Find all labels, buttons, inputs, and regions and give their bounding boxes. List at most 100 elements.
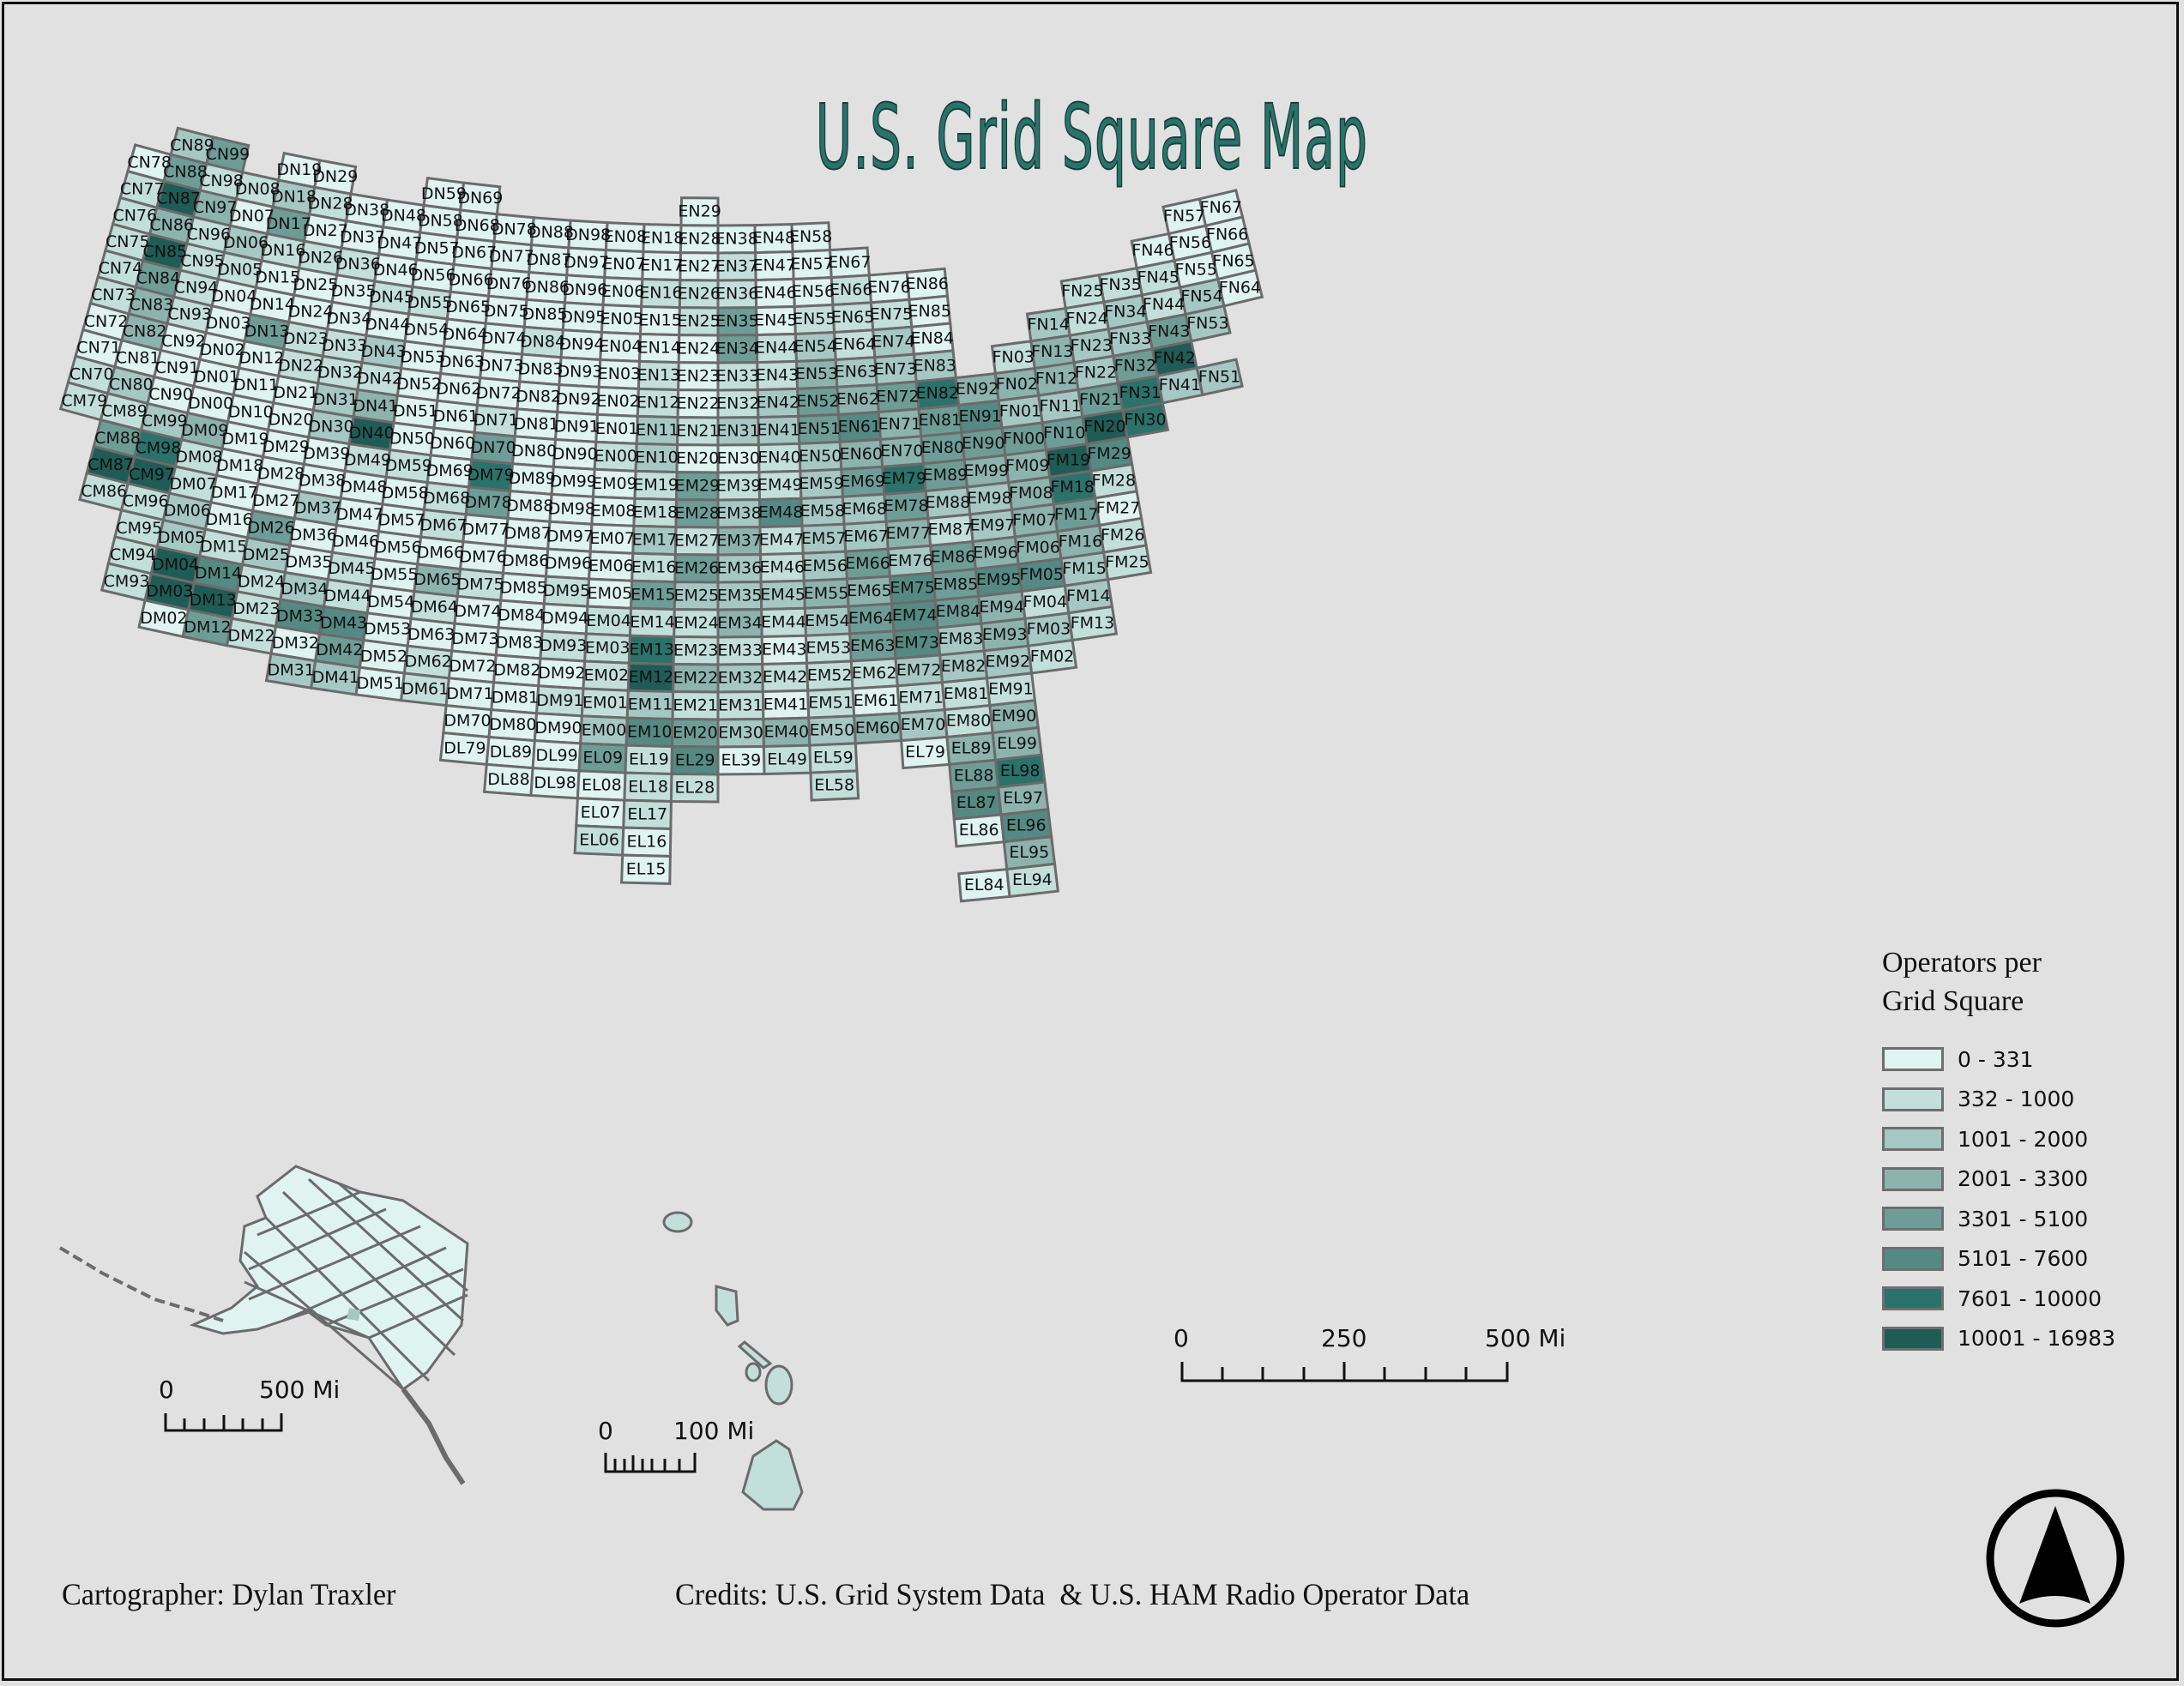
grid-square-label: DM44 [324,587,371,605]
grid-square-label: DM36 [290,526,337,545]
grid-square-label: FM03 [1027,620,1071,639]
grid-square-label: EM21 [673,695,718,714]
grid-square-label: DN42 [357,370,402,388]
grid-square-label: CN87 [156,190,201,208]
grid-square-label: FM29 [1087,444,1131,463]
grid-square-label: EM30 [718,723,763,742]
grid-square-label: EL28 [674,778,715,797]
grid-square-label: DM27 [252,491,299,510]
grid-square-label: DM32 [272,634,319,653]
grid-square-label: FM07 [1012,511,1057,530]
grid-square-label: EM80 [946,712,992,731]
grid-square-label: DN83 [518,359,564,378]
grid-square-label: DN15 [255,268,300,287]
grid-square-label: DM93 [540,636,587,655]
grid-square-label: DM16 [206,510,253,529]
grid-square-label: DM37 [294,498,341,517]
grid-square-label: EM54 [805,611,850,630]
grid-square-label: DN02 [200,340,245,359]
legend-swatch [1882,1087,1944,1111]
grid-square-label: EL07 [581,804,621,822]
grid-square-label: DN51 [393,402,438,421]
grid-square-label: DM41 [312,668,359,687]
grid-square-label: DM47 [336,505,383,524]
grid-square-label: EN70 [880,442,923,461]
grid-square-label: EN23 [677,366,720,385]
grid-square-label: EN80 [921,438,964,457]
legend-label: 0 - 331 [1958,1046,2034,1072]
grid-square-label: EN50 [799,447,842,466]
grid-square-label: CN74 [99,259,143,278]
legend-swatch [1882,1246,1944,1271]
grid-square-label: DN93 [557,363,602,382]
grid-square-label: EM12 [629,667,674,686]
grid-square-label: EL15 [626,859,667,878]
grid-square-label: DM56 [374,538,421,557]
grid-square-label: EM97 [970,516,1016,535]
grid-square-label: DM87 [504,524,552,543]
grid-square-label: EL19 [629,750,669,768]
grid-square-label: EN00 [594,447,637,466]
grid-square-label: CN91 [155,358,200,377]
grid-square-label: EM00 [582,721,627,740]
grid-square-label: FN45 [1137,268,1179,287]
grid-square-label: DN87 [526,250,571,269]
grid-square-label: EM06 [588,557,634,575]
grid-square-label: EM17 [632,531,678,550]
legend-swatch [1882,1286,1944,1311]
grid-square-label: DM67 [419,516,467,535]
grid-square-label: EM75 [890,579,935,598]
grid-square-label: EM77 [885,524,931,543]
data-credits: Credits: U.S. Grid System Data & U.S. HA… [675,1577,1470,1611]
grid-square-label: DN00 [188,394,233,413]
grid-square-label: EN13 [637,366,680,385]
grid-square-label: FN31 [1119,383,1161,402]
grid-square-label: DM94 [541,609,588,628]
grid-square-label: DN17 [266,214,311,233]
grid-square-label: FM16 [1059,533,1103,551]
grid-square-label: EL94 [1012,870,1053,889]
grid-square-label: DN33 [322,336,367,355]
grid-square-label: EM64 [848,609,894,628]
grid-square-label: DN48 [381,207,426,226]
grid-square-label: EM90 [992,707,1037,726]
grid-square-label: EM08 [591,502,636,521]
grid-square-label: DN13 [244,322,290,340]
grid-square-label: EM25 [673,586,719,605]
grid-square [809,769,860,802]
grid-square-label: DN80 [511,442,557,461]
grid-square [669,773,720,804]
grid-square-label: FN13 [1031,342,1073,361]
grid-square-label: DM70 [443,712,491,731]
grid-square-label: DM76 [459,548,506,567]
grid-square-label: FM19 [1047,451,1091,470]
grid-square-label: DN01 [194,367,239,386]
grid-square-label: DM77 [462,521,509,539]
grid-square-label: EM19 [633,476,679,495]
grid-square-label: EM58 [800,502,846,521]
grid-square-label: FM26 [1101,526,1145,545]
legend-item: 5101 - 7600 [1880,1239,2115,1280]
grid-square-label: DN67 [451,244,497,262]
grid-square-label: DM65 [413,570,461,589]
grid-square-label: DM62 [405,653,452,671]
grid-square-label: EN25 [677,311,720,330]
grid-square-label: DM80 [489,715,536,734]
hawaii-inset [662,1211,804,1511]
grid-square-label: EL39 [721,750,761,769]
grid-square-label: DN76 [486,274,532,293]
grid-square-label: DM74 [454,602,501,621]
grid-square-label: EM55 [804,584,849,603]
grid-square-label: DN31 [313,390,359,409]
grid-square-label: EN08 [604,227,647,246]
grid-square-label: CN75 [106,232,150,251]
grid-square-label: FN55 [1175,260,1217,279]
grid-square-label: DN78 [492,220,537,238]
grid-square-label: DN23 [283,329,329,348]
grid-square-label: EN03 [598,364,641,383]
grid-square-label: EL98 [1000,762,1041,780]
grid-square-label: DM33 [276,607,323,626]
grid-square-label: EM85 [933,575,979,593]
grid-square-label: EL06 [579,831,619,850]
